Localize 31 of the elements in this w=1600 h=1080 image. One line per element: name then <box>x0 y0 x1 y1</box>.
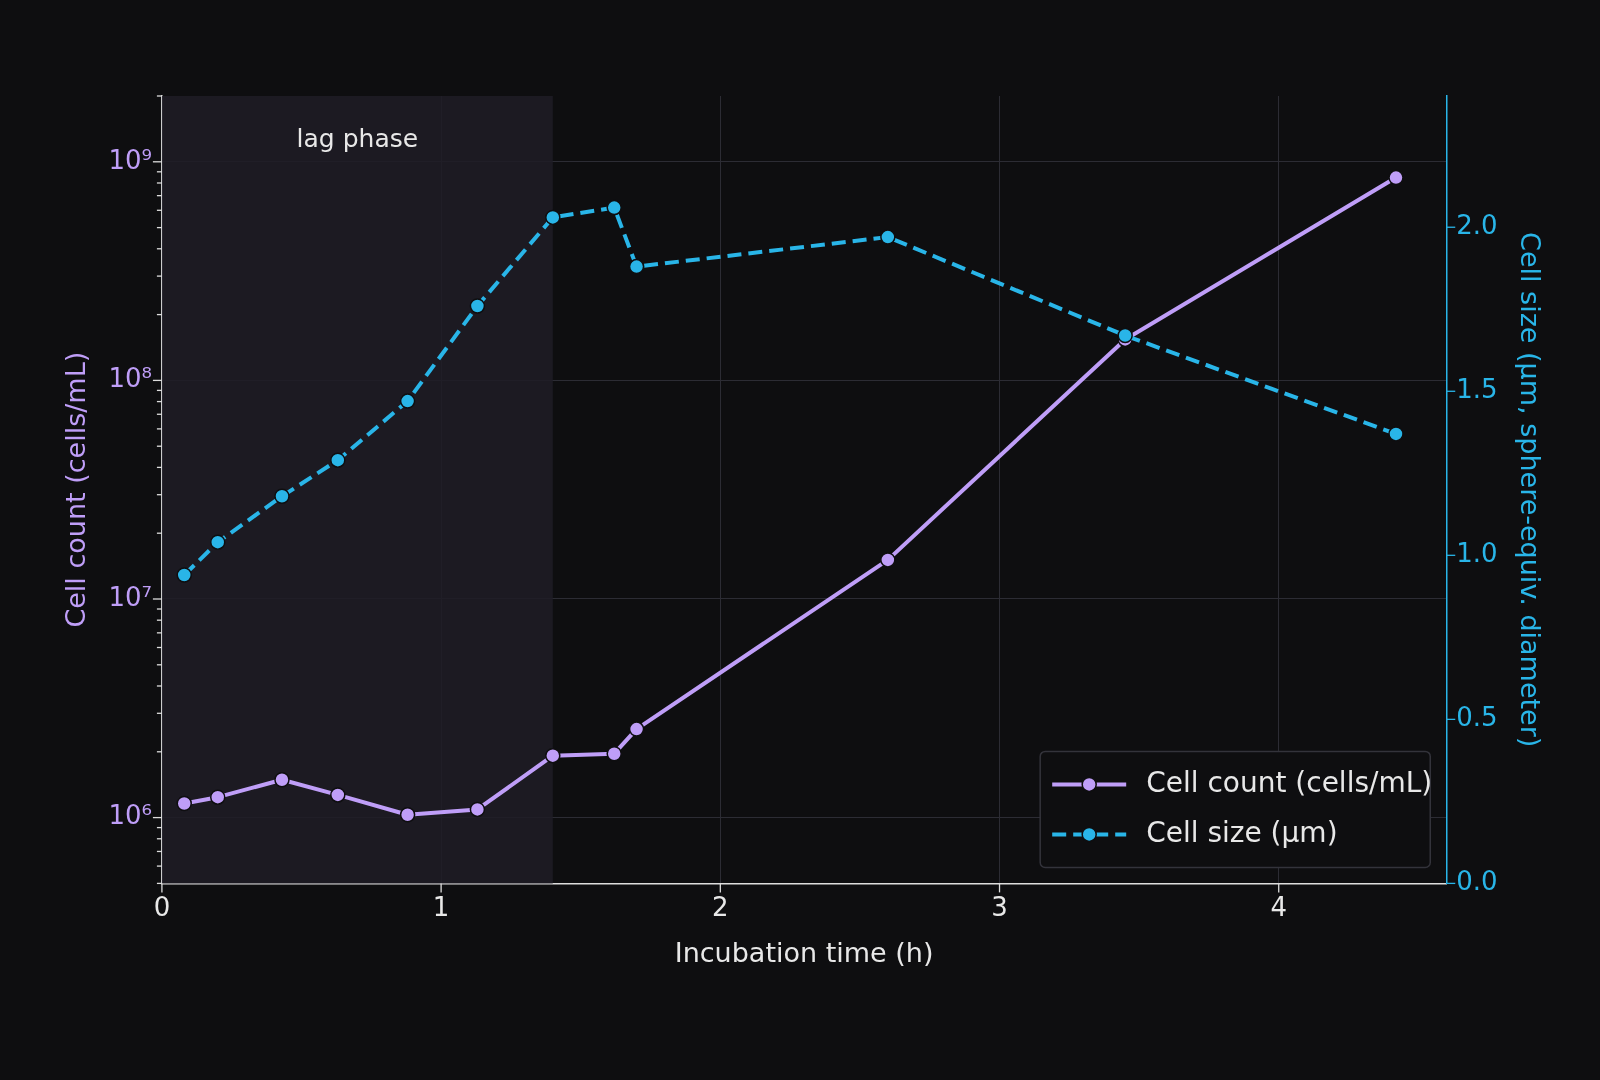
point <box>274 771 290 788</box>
x-tick-label: 0 <box>153 891 171 922</box>
x-tick-label: 3 <box>991 891 1008 922</box>
point <box>606 745 622 762</box>
y2-axis-title: Cell size (µm, sphere-equiv. diameter) <box>1514 232 1546 748</box>
y-axis-title: Cell count (cells/mL) <box>60 351 92 628</box>
y2-tick-label: 1.5 <box>1456 374 1498 405</box>
x-tick-label: 2 <box>712 891 729 922</box>
x-tick-label: 4 <box>1270 891 1287 922</box>
y2-tick-label: 0.0 <box>1456 866 1498 897</box>
point <box>469 801 486 818</box>
point <box>1388 169 1404 186</box>
legend-label: Cell size (µm) <box>1146 815 1338 849</box>
x-tick-label: 1 <box>432 891 450 922</box>
point <box>176 795 192 812</box>
y-tick-label: 10⁹ <box>108 144 152 175</box>
band-label: lag phase <box>296 123 419 153</box>
point <box>210 789 226 805</box>
y-tick-label: 10⁶ <box>108 800 152 831</box>
legend-label: Cell count (cells/mL) <box>1146 765 1433 799</box>
point <box>880 552 896 568</box>
y2-tick-label: 1.0 <box>1456 538 1498 569</box>
point <box>399 807 416 823</box>
y-tick-label: 10⁸ <box>108 363 152 394</box>
point <box>545 747 561 764</box>
y-tick-label: 10⁷ <box>108 581 152 612</box>
x-axis-title: Incubation time (h) <box>674 936 934 968</box>
point <box>330 787 346 803</box>
y2-tick-label: 0.5 <box>1456 702 1498 733</box>
y2-tick-label: 2.0 <box>1456 209 1498 240</box>
point <box>628 721 645 737</box>
